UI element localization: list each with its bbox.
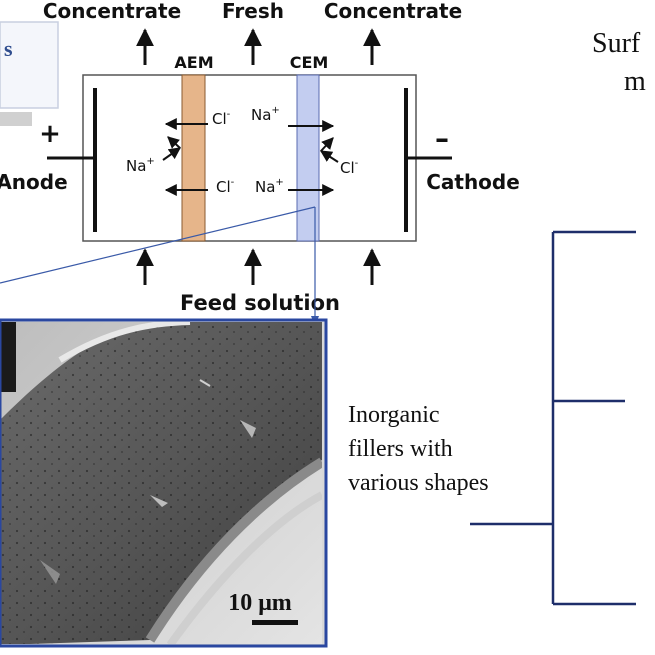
fillers-label: Inorganic fillers with various shapes [348,402,489,496]
scale-bar-label: 10 μm [228,590,292,616]
ion-na-repelled-symbol: Na [126,157,146,175]
label-cathode: Cathode [426,170,520,194]
bracket-tree [470,230,636,606]
svg-text:Cl-: Cl- [212,109,231,128]
ion-cl-top-symbol: Cl [212,110,227,128]
ion-cl-repelled-symbol: Cl [340,159,355,177]
label-concentrate-right: Concentrate [324,0,462,23]
label-feed-solution: Feed solution [180,291,340,315]
cathode-sign: – [435,122,449,155]
svg-text:Na+: Na+ [251,105,280,124]
svg-text:Cl-: Cl- [216,177,235,196]
aem-membrane [181,74,206,242]
top-left-fragment: s [0,21,59,126]
label-anode: Anode [0,170,68,194]
ion-cl-repelled: Cl- [319,137,359,177]
label-concentrate-left: Concentrate [43,0,181,23]
ion-na-top-symbol: Na [251,106,271,124]
svg-text:Cl-: Cl- [340,158,359,177]
ion-cl-top: Cl- [164,109,231,130]
ion-na-bottom-symbol: Na [255,178,275,196]
ion-na-repelled-charge: + [146,156,154,167]
zoom-line-left [0,206,316,284]
label-aem: AEM [174,53,213,72]
ion-na-top-charge: + [271,105,279,116]
fragment-top-right-1: Surf [592,28,641,59]
fillers-line-2: fillers with [348,436,453,462]
outlet-arrows [136,28,381,65]
svg-text:Na+: Na+ [126,156,155,175]
cem-membrane [296,74,320,242]
scale-bar [252,620,298,625]
ion-na-top: Na+ [251,105,335,132]
ion-na-repelled: Na+ [126,136,181,175]
ion-cl-bottom-symbol: Cl [216,178,231,196]
fragment-top-right-2: m [624,66,646,97]
ion-cl-repelled-charge: - [355,158,359,169]
ion-na-bottom-charge: + [275,177,283,188]
sem-image [0,318,328,648]
fillers-line-3: various shapes [348,470,489,496]
fillers-line-1: Inorganic [348,402,440,428]
label-fresh: Fresh [222,0,284,23]
svg-text:Na+: Na+ [255,177,284,196]
ion-cl-bottom: Cl- [164,177,235,196]
ion-na-bottom: Na+ [255,177,335,196]
fragment-top-left-text: s [4,36,13,61]
anode-sign: + [39,119,61,149]
cell-box [82,74,417,242]
ion-cl-bottom-charge: - [231,177,235,188]
inlet-arrows [136,248,381,285]
label-cem: CEM [290,53,329,72]
ion-cl-top-charge: - [227,109,231,120]
